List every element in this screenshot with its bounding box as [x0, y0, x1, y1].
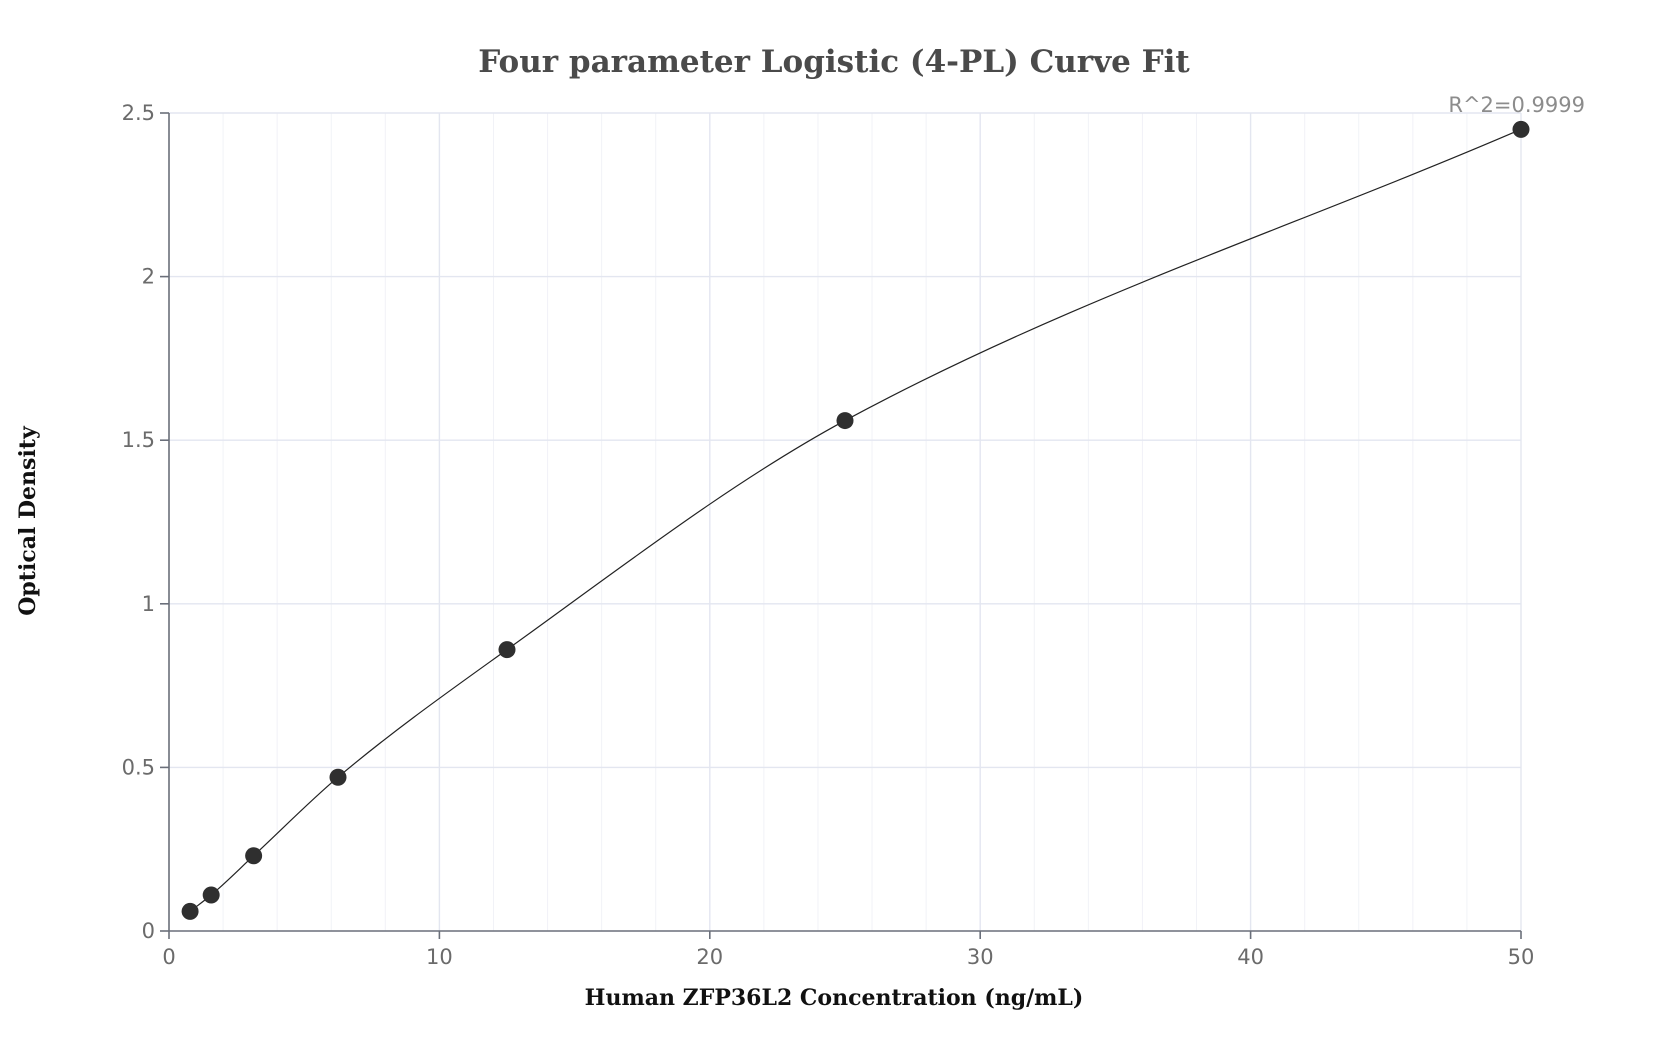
y-tick-label: 0 [142, 919, 155, 943]
y-tick-label: 2.5 [122, 101, 155, 125]
x-tick-label: 0 [162, 945, 175, 969]
r-squared-annotation: R^2=0.9999 [1448, 93, 1585, 117]
data-point [245, 847, 263, 865]
axes [160, 112, 1522, 939]
y-tick-label: 2 [142, 265, 155, 289]
x-tick-label: 20 [696, 945, 723, 969]
grid [169, 112, 1522, 931]
y-axis-title: Optical Density [15, 425, 41, 616]
data-point [202, 886, 220, 904]
fitted-curve [189, 128, 1522, 912]
y-tick-label: 0.5 [122, 755, 155, 779]
chart-title: Four parameter Logistic (4-PL) Curve Fit [478, 44, 1190, 80]
data-point [181, 902, 199, 920]
y-tick-label: 1 [142, 592, 155, 616]
data-point [836, 412, 854, 430]
x-axis-title: Human ZFP36L2 Concentration (ng/mL) [585, 985, 1084, 1011]
x-tick-label: 30 [967, 945, 994, 969]
tick-labels: 0 10 20 30 40 50 0 0.5 1 1.5 2 2.5 [122, 101, 1535, 969]
x-tick-label: 10 [426, 945, 453, 969]
x-tick-label: 40 [1237, 945, 1264, 969]
plot-area [181, 120, 1530, 920]
x-tick-label: 50 [1508, 945, 1535, 969]
data-point [1512, 120, 1530, 138]
data-point [329, 768, 347, 786]
y-tick-label: 1.5 [122, 428, 155, 452]
data-point [498, 641, 516, 659]
